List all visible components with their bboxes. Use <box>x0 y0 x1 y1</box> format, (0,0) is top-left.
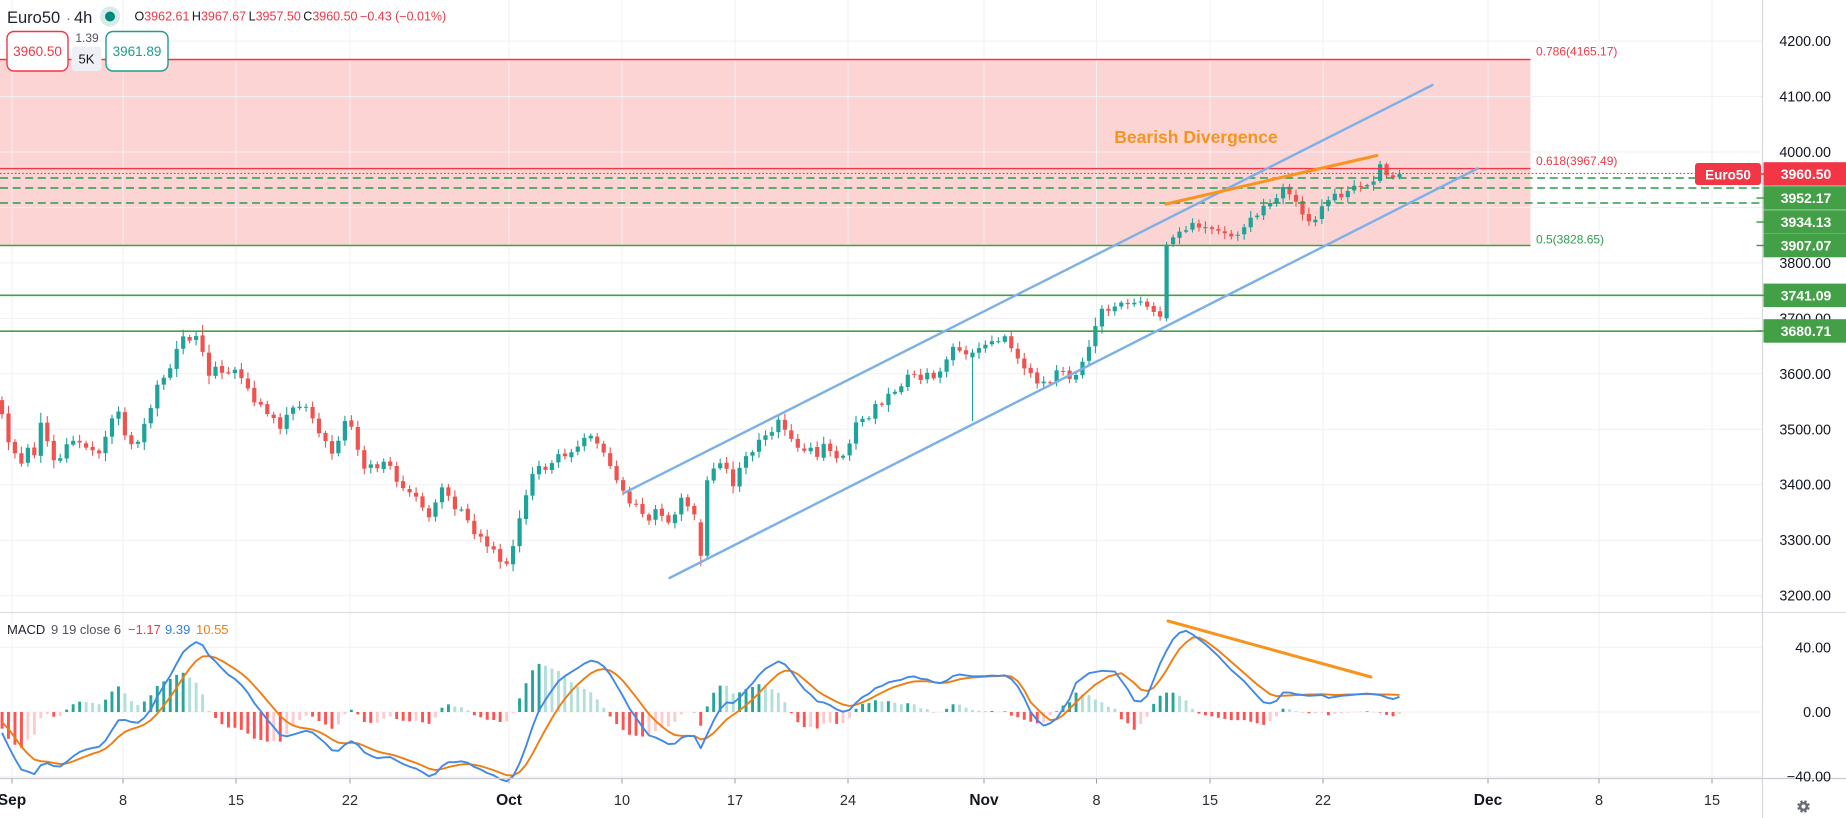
svg-text:0.618(3967.49): 0.618(3967.49) <box>1536 154 1617 168</box>
svg-text:9.39: 9.39 <box>165 622 190 637</box>
svg-text:Euro50: Euro50 <box>7 9 60 27</box>
svg-text:0.5(3828.65): 0.5(3828.65) <box>1536 233 1604 247</box>
svg-text:MACD: MACD <box>7 622 45 637</box>
svg-text:3500.00: 3500.00 <box>1779 422 1831 438</box>
svg-text:3960.50: 3960.50 <box>1781 166 1832 182</box>
svg-text:Oct: Oct <box>496 792 522 809</box>
svg-text:3400.00: 3400.00 <box>1779 478 1831 494</box>
svg-text:4h: 4h <box>74 9 92 27</box>
svg-text:3200.00: 3200.00 <box>1779 589 1831 605</box>
svg-text:5K: 5K <box>79 52 95 67</box>
svg-text:3907.07: 3907.07 <box>1781 238 1832 254</box>
svg-text:3934.13: 3934.13 <box>1781 214 1832 230</box>
svg-text:Dec: Dec <box>1474 792 1503 809</box>
svg-text:22: 22 <box>342 793 358 809</box>
svg-text:15: 15 <box>1202 793 1218 809</box>
svg-text:4100.00: 4100.00 <box>1779 90 1831 106</box>
svg-text:0.786(4165.17): 0.786(4165.17) <box>1536 45 1617 59</box>
svg-text:40.00: 40.00 <box>1795 640 1831 656</box>
svg-text:3680.71: 3680.71 <box>1781 323 1832 339</box>
svg-text:·: · <box>66 10 71 27</box>
svg-text:−40.00: −40.00 <box>1787 770 1831 786</box>
svg-text:3300.00: 3300.00 <box>1779 533 1831 549</box>
svg-text:4200.00: 4200.00 <box>1779 34 1831 50</box>
svg-text:3960.50: 3960.50 <box>13 44 62 59</box>
svg-text:3600.00: 3600.00 <box>1779 367 1831 383</box>
svg-text:8: 8 <box>1595 793 1603 809</box>
svg-text:10.55: 10.55 <box>196 622 229 637</box>
svg-text:3741.09: 3741.09 <box>1781 287 1832 303</box>
svg-text:10: 10 <box>614 793 630 809</box>
svg-text:4000.00: 4000.00 <box>1779 145 1831 161</box>
svg-text:3952.17: 3952.17 <box>1781 190 1832 206</box>
svg-text:3800.00: 3800.00 <box>1779 256 1831 272</box>
svg-text:Bearish Divergence: Bearish Divergence <box>1114 127 1278 147</box>
svg-text:15: 15 <box>1704 793 1720 809</box>
svg-text:22: 22 <box>1315 793 1331 809</box>
svg-text:O3962.61 H3967.67 L3957.50 C39: O3962.61 H3967.67 L3957.50 C3960.50 −0.4… <box>135 10 447 24</box>
svg-text:3961.89: 3961.89 <box>113 44 162 59</box>
svg-text:8: 8 <box>1092 793 1100 809</box>
svg-text:8: 8 <box>119 793 127 809</box>
svg-text:17: 17 <box>727 793 743 809</box>
svg-text:Nov: Nov <box>969 792 999 809</box>
svg-text:0.00: 0.00 <box>1803 705 1831 721</box>
svg-text:9 19 close 6: 9 19 close 6 <box>51 622 121 637</box>
svg-text:15: 15 <box>228 793 244 809</box>
svg-text:1.39: 1.39 <box>75 31 99 45</box>
svg-text:Euro50: Euro50 <box>1705 168 1751 183</box>
svg-text:Sep: Sep <box>0 792 26 809</box>
svg-text:24: 24 <box>840 793 856 809</box>
svg-text:−1.17: −1.17 <box>128 622 161 637</box>
